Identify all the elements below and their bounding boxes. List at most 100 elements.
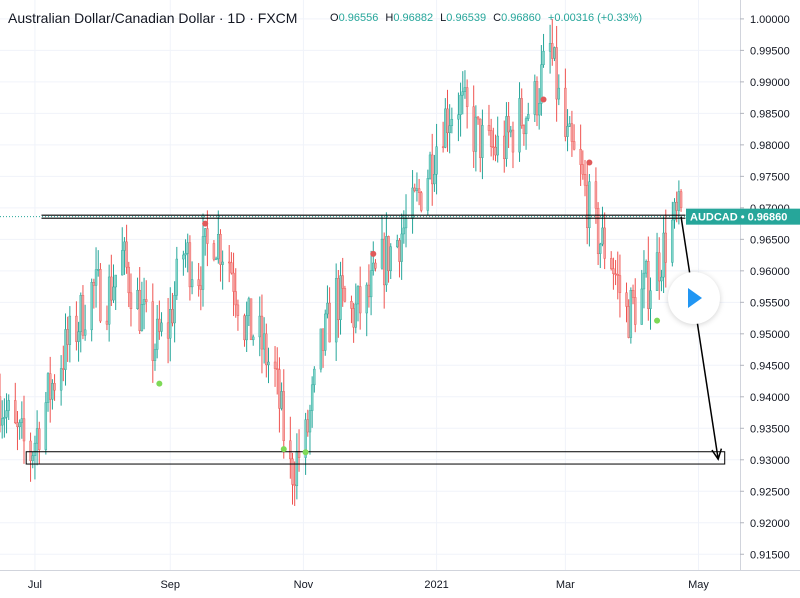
candle-body	[153, 349, 157, 361]
candle-body	[420, 192, 423, 211]
candle-body	[603, 227, 606, 259]
candle-body	[435, 146, 438, 175]
candle-body	[428, 154, 432, 179]
candle-body	[0, 418, 4, 426]
candle-body	[334, 278, 338, 343]
price-tick-label: 0.97500	[750, 171, 790, 183]
candle-body	[505, 116, 508, 159]
candle-body	[522, 125, 526, 135]
fractal-markers	[156, 96, 661, 456]
candle-body	[306, 419, 309, 433]
candle-body	[555, 47, 558, 100]
close-value: 0.96860	[501, 12, 541, 24]
candle-body	[310, 384, 314, 411]
low-value: 0.96539	[446, 12, 487, 24]
candle-body	[326, 302, 329, 315]
candle-body	[267, 361, 270, 366]
play-replay-button[interactable]	[668, 272, 720, 324]
candle-body	[276, 368, 279, 370]
projection-arrow-line[interactable]	[680, 216, 719, 460]
candle-body	[31, 455, 34, 461]
candle-body	[201, 236, 205, 290]
candle-body	[304, 419, 307, 458]
candle-body	[188, 242, 192, 288]
candle-body	[356, 286, 360, 305]
candle-body	[404, 218, 408, 229]
candle-body	[236, 304, 240, 316]
candle-body	[634, 297, 637, 325]
candle-body	[548, 43, 552, 52]
candle-body	[278, 369, 281, 409]
candle-body	[553, 47, 556, 59]
candle-body	[664, 232, 667, 263]
candle-body	[112, 286, 115, 301]
candle-body	[660, 276, 663, 282]
candle-body	[22, 418, 26, 442]
candle-body	[644, 261, 648, 274]
candle-body	[618, 275, 622, 293]
candle-body	[640, 288, 643, 325]
candle-body	[341, 275, 344, 289]
candle-body	[649, 290, 652, 309]
candle-body	[350, 301, 353, 309]
candle-body	[496, 135, 499, 156]
candle-body	[398, 240, 401, 262]
candle-body	[321, 328, 325, 351]
drawings[interactable]	[25, 214, 726, 465]
time-axis-background	[0, 570, 740, 598]
candle-body	[232, 272, 235, 292]
candle-body	[365, 284, 368, 314]
candle-body	[472, 106, 475, 152]
candles	[0, 18, 683, 506]
candle-body	[612, 268, 615, 274]
candle-body	[457, 114, 460, 120]
candle-body	[662, 232, 665, 278]
candle-body	[203, 228, 207, 237]
candle-body	[599, 243, 602, 254]
price-tick-label: 0.93000	[750, 455, 790, 467]
time-axis[interactable]: Jul Sep Nov 2021 Mar May	[0, 570, 800, 598]
candle-body	[328, 302, 331, 343]
price-tick-label: 0.92000	[750, 518, 790, 530]
candle-body	[81, 295, 85, 336]
candle-body	[184, 253, 187, 256]
price-tick-label: 0.96500	[750, 234, 790, 246]
candle-body	[125, 241, 128, 268]
candle-body	[92, 282, 96, 286]
candle-body	[551, 43, 554, 59]
symbol-title[interactable]: Australian Dollar/Canadian Dollar · 1D ·…	[8, 10, 298, 26]
time-tick-label: 2021	[424, 579, 448, 591]
candle-body	[413, 187, 416, 191]
candle-body	[262, 333, 266, 350]
candle-body	[66, 329, 69, 345]
price-tick-label: 0.92500	[750, 486, 790, 498]
candle-body	[212, 243, 216, 260]
candle-body	[14, 400, 17, 424]
candle-body	[324, 313, 327, 351]
candle-body	[252, 336, 255, 341]
candle-body	[99, 269, 102, 322]
support-zone-box[interactable]	[25, 451, 726, 465]
price-axis[interactable]: 0.91500 0.92000 0.92500 0.93000 0.93500 0.940…	[740, 0, 800, 598]
candle-body	[105, 320, 109, 325]
candle-body	[380, 238, 384, 269]
change-value: +0.00316 (+0.33%)	[547, 12, 643, 24]
projection-arrow-head[interactable]	[711, 448, 723, 461]
open-label: O	[330, 12, 339, 24]
chart-header: Australian Dollar/Canadian Dollar · 1D ·…	[0, 0, 740, 40]
candle-body	[614, 273, 617, 275]
candle-body	[221, 261, 224, 265]
candle-body	[511, 129, 515, 153]
candle-body	[369, 270, 373, 298]
candle-body	[647, 261, 650, 309]
candle-body	[190, 279, 194, 288]
candle-body	[542, 50, 545, 65]
candle-body	[533, 81, 537, 115]
price-axis-background	[740, 0, 800, 598]
price-tag-background	[686, 208, 800, 225]
candle-body	[625, 292, 628, 307]
candle-body	[631, 290, 635, 298]
candle-body	[127, 266, 130, 294]
candle-body	[140, 304, 144, 331]
